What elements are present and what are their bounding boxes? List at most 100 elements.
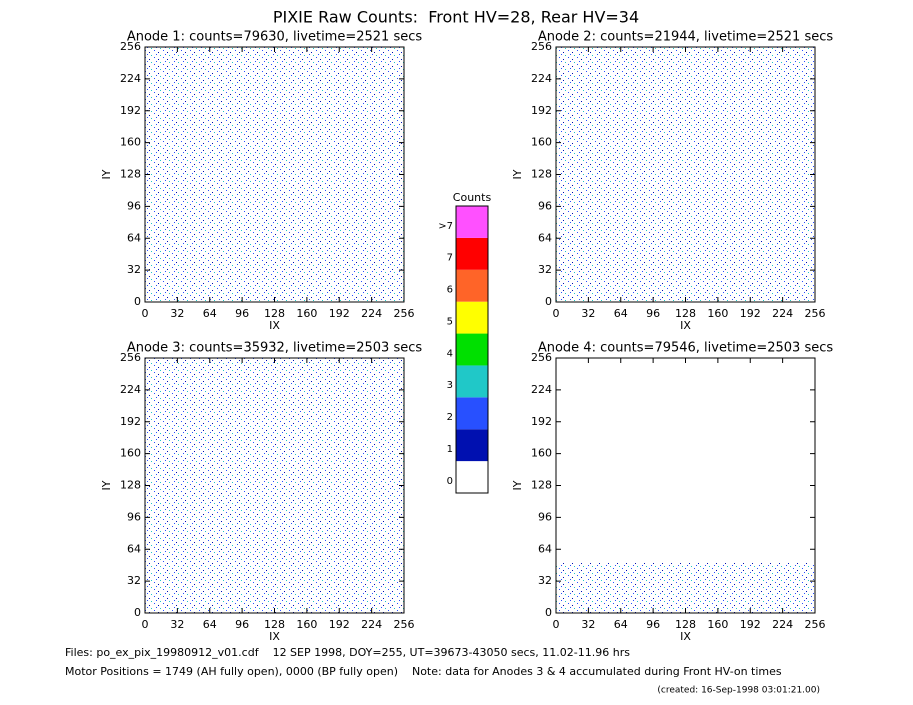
y-tick-label: 64: [538, 231, 552, 244]
x-tick-label: 192: [329, 618, 350, 631]
y-tick-label: 32: [538, 263, 552, 276]
colorbar-label: 7: [447, 253, 453, 264]
colorbar-swatch: [456, 429, 488, 462]
footer-created: (created: 16-Sep-1998 03:01:21.00): [657, 686, 820, 696]
y-tick-label: 128: [531, 479, 552, 492]
y-tick-label: 224: [531, 383, 552, 396]
y-tick-label: 160: [120, 447, 141, 460]
x-tick-label: 160: [707, 618, 728, 631]
y-tick-label: 256: [120, 40, 141, 53]
panel-title: Anode 4: counts=79546, livetime=2503 sec…: [538, 341, 834, 356]
texture: [145, 47, 404, 302]
colorbar-swatch: [456, 461, 488, 493]
x-tick-label: 256: [394, 618, 415, 631]
x-tick-label: 192: [740, 618, 761, 631]
colorbar-title: Counts: [453, 191, 492, 204]
x-tick-label: 224: [361, 618, 382, 631]
colorbar-swatch: [456, 365, 488, 398]
y-tick-label: 160: [531, 136, 552, 149]
x-tick-label: 128: [264, 307, 285, 320]
y-tick-label: 64: [127, 231, 141, 244]
y-tick-label: 224: [120, 72, 141, 85]
y-tick-label: 0: [134, 295, 141, 308]
x-tick-label: 160: [707, 307, 728, 320]
y-tick-label: 128: [531, 168, 552, 181]
x-tick-label: 256: [805, 307, 826, 320]
x-tick-label: 32: [581, 307, 595, 320]
x-tick-label: 192: [740, 307, 761, 320]
colorbar-label: 2: [447, 412, 453, 423]
x-tick-label: 0: [142, 307, 149, 320]
x-tick-label: 160: [296, 307, 317, 320]
x-axis-label: IX: [269, 319, 280, 332]
colorbar-swatch: [456, 269, 488, 302]
x-axis-label: IX: [269, 630, 280, 643]
y-tick-label: 160: [120, 136, 141, 149]
y-tick-label: 64: [538, 542, 552, 555]
colorbar-swatch: [456, 206, 488, 238]
y-tick-label: 224: [531, 72, 552, 85]
colorbar-swatch: [456, 397, 488, 430]
y-tick-label: 256: [531, 351, 552, 364]
footer-motor: Motor Positions = 1749 (AH fully open), …: [65, 665, 782, 678]
x-tick-label: 256: [394, 307, 415, 320]
y-axis-label: IY: [511, 480, 524, 490]
y-tick-label: 64: [127, 542, 141, 555]
colorbar-swatch: [456, 237, 488, 270]
texture: [145, 358, 404, 613]
x-tick-label: 32: [170, 618, 184, 631]
x-tick-label: 224: [772, 618, 793, 631]
colorbar-label: 0: [447, 476, 453, 487]
y-tick-label: 192: [120, 104, 141, 117]
y-axis-label: IY: [511, 169, 524, 179]
texture: [556, 47, 815, 302]
colorbar-label: >7: [438, 221, 453, 232]
colorbar-label: 5: [447, 316, 453, 327]
x-tick-label: 32: [581, 618, 595, 631]
y-tick-label: 96: [538, 199, 552, 212]
y-tick-label: 32: [127, 263, 141, 276]
panel-title: Anode 2: counts=21944, livetime=2521 sec…: [538, 30, 834, 45]
footer-files: Files: po_ex_pix_19980912_v01.cdf 12 SEP…: [65, 646, 630, 659]
y-tick-label: 192: [531, 415, 552, 428]
colorbar-frame: [455, 205, 489, 494]
texture: [556, 562, 815, 613]
x-tick-label: 224: [772, 307, 793, 320]
figure-title: PIXIE Raw Counts: Front HV=28, Rear HV=3…: [273, 8, 639, 27]
x-tick-label: 128: [264, 618, 285, 631]
x-tick-label: 64: [203, 307, 217, 320]
x-tick-label: 96: [235, 307, 249, 320]
y-tick-label: 0: [134, 606, 141, 619]
y-tick-label: 96: [127, 510, 141, 523]
y-tick-label: 32: [127, 574, 141, 587]
y-tick-label: 256: [531, 40, 552, 53]
x-axis-label: IX: [680, 319, 691, 332]
x-tick-label: 64: [614, 618, 628, 631]
colorbar-swatch: [456, 333, 488, 366]
x-tick-label: 256: [805, 618, 826, 631]
colorbar-label: 4: [447, 348, 453, 359]
y-tick-label: 96: [127, 199, 141, 212]
y-axis-label: IY: [100, 480, 113, 490]
panel-title: Anode 1: counts=79630, livetime=2521 sec…: [127, 30, 423, 45]
x-tick-label: 96: [646, 307, 660, 320]
x-tick-label: 0: [553, 618, 560, 631]
x-tick-label: 96: [235, 618, 249, 631]
colorbar-swatch: [456, 301, 488, 334]
x-tick-label: 96: [646, 618, 660, 631]
x-tick-label: 224: [361, 307, 382, 320]
x-tick-label: 0: [142, 618, 149, 631]
y-tick-label: 128: [120, 479, 141, 492]
y-axis-label: IY: [100, 169, 113, 179]
x-tick-label: 128: [675, 307, 696, 320]
x-tick-label: 32: [170, 307, 184, 320]
x-tick-label: 192: [329, 307, 350, 320]
y-tick-label: 128: [120, 168, 141, 181]
colorbar-label: 6: [447, 285, 453, 296]
colorbar-label: 3: [447, 380, 453, 391]
colorbar-label: 1: [447, 444, 453, 455]
x-axis-label: IX: [680, 630, 691, 643]
y-tick-label: 0: [545, 606, 552, 619]
